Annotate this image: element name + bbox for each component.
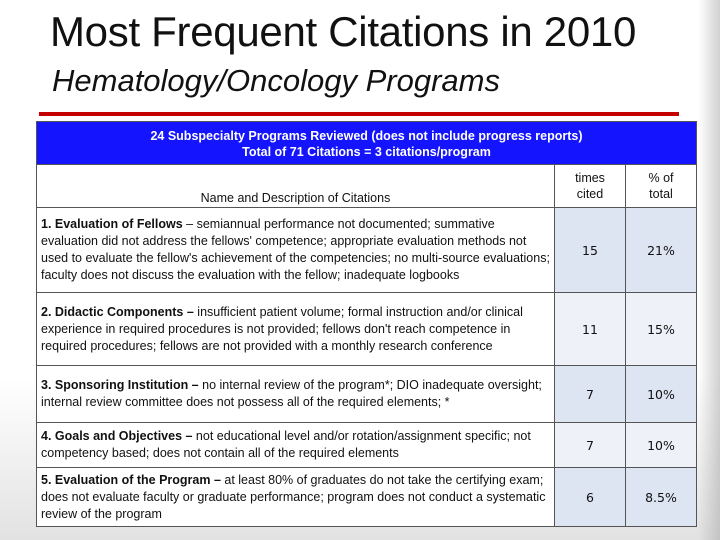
- citation-detail: at least 80% of graduates do not take th…: [41, 472, 546, 521]
- column-header-times-line1: times: [575, 171, 605, 185]
- citation-description: 3. Sponsoring Institution – no internal …: [36, 365, 555, 423]
- slide-subtitle: Hematology/Oncology Programs: [52, 63, 500, 98]
- citation-description: 4. Goals and Objectives – not educationa…: [36, 422, 555, 468]
- slide-title: Most Frequent Citations in 2010: [50, 8, 637, 55]
- citation-heading: 4. Goals and Objectives –: [41, 429, 193, 443]
- percent-total-cell: 10%: [625, 422, 697, 468]
- table-header-row: Name and Description of Citations times …: [36, 164, 697, 208]
- citation-description: 5. Evaluation of the Program – at least …: [36, 467, 555, 527]
- column-header-times-line2: cited: [576, 187, 604, 201]
- citations-table-wrapper: 24 Subspecialty Programs Reviewed (does …: [36, 121, 697, 527]
- times-cited-cell: 11: [554, 292, 626, 366]
- times-cited-cell: 7: [554, 365, 626, 423]
- citation-heading: 1. Evaluation of Fellows: [41, 217, 183, 231]
- banner-line-1: 24 Subspecialty Programs Reviewed (does …: [150, 129, 583, 143]
- percent-total-cell: 8.5%: [625, 467, 697, 527]
- column-header-percent: % of total: [625, 164, 697, 208]
- slide-edge-shade: [698, 0, 720, 540]
- table-row: 2. Didactic Components – insufficient pa…: [36, 292, 697, 366]
- citation-heading: 3. Sponsoring Institution –: [41, 378, 199, 392]
- times-cited-cell: 6: [554, 467, 626, 527]
- citation-detail: no internal review of the program*; DIO …: [41, 378, 542, 409]
- table-banner-row: 24 Subspecialty Programs Reviewed (does …: [36, 121, 697, 165]
- citation-detail: – semiannual performance not documented;…: [41, 217, 550, 282]
- citation-heading: 2. Didactic Components –: [41, 304, 194, 319]
- percent-total-cell: 15%: [625, 292, 697, 366]
- citation-detail: not educational level and/or rotation/as…: [41, 429, 531, 460]
- citation-heading: 5. Evaluation of the Program –: [41, 472, 221, 487]
- table-banner: 24 Subspecialty Programs Reviewed (does …: [36, 121, 697, 165]
- times-cited-cell: 15: [554, 207, 626, 293]
- citations-table: 24 Subspecialty Programs Reviewed (does …: [36, 121, 697, 527]
- table-row: 3. Sponsoring Institution – no internal …: [36, 365, 697, 423]
- citation-detail: insufficient patient volume; formal inst…: [41, 304, 523, 353]
- column-header-percent-line2: total: [649, 187, 673, 201]
- banner-line-2: Total of 71 Citations = 3 citations/prog…: [242, 145, 491, 159]
- table-row: 1. Evaluation of Fellows – semiannual pe…: [36, 207, 697, 293]
- citation-description: 2. Didactic Components – insufficient pa…: [36, 292, 555, 366]
- table-row: 4. Goals and Objectives – not educationa…: [36, 422, 697, 468]
- column-header-times: times cited: [554, 164, 626, 208]
- column-header-name: Name and Description of Citations: [36, 164, 555, 208]
- percent-total-cell: 21%: [625, 207, 697, 293]
- citation-description: 1. Evaluation of Fellows – semiannual pe…: [36, 207, 555, 293]
- percent-total-cell: 10%: [625, 365, 697, 423]
- title-divider: [39, 112, 679, 116]
- table-row: 5. Evaluation of the Program – at least …: [36, 467, 697, 527]
- column-header-percent-line1: % of: [648, 171, 674, 185]
- times-cited-cell: 7: [554, 422, 626, 468]
